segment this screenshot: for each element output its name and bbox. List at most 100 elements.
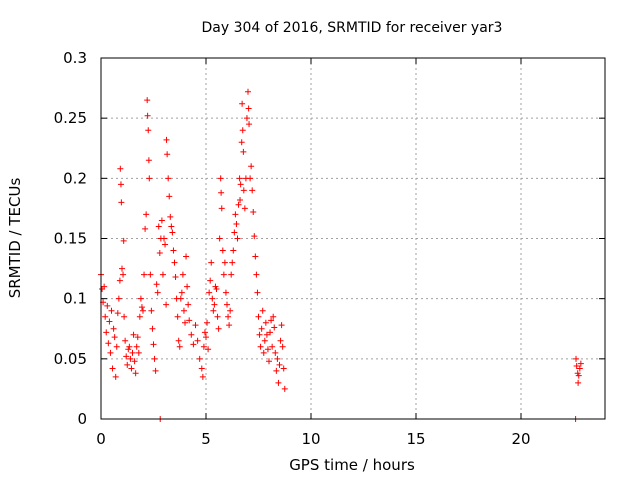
data-point (120, 271, 127, 278)
data-point (148, 307, 155, 314)
data-point (128, 365, 135, 372)
data-point (167, 213, 174, 220)
x-tick-label: 15 (406, 430, 425, 448)
data-point (576, 365, 583, 372)
data-point (143, 211, 150, 218)
data-point (114, 310, 121, 317)
data-point (239, 127, 246, 134)
data-point (256, 331, 263, 338)
data-point (164, 151, 171, 158)
data-points (98, 88, 584, 422)
data-point (213, 286, 220, 293)
data-point (150, 341, 157, 348)
data-point (257, 343, 264, 350)
data-point (218, 205, 225, 212)
data-point (137, 295, 144, 302)
data-point (108, 307, 115, 314)
y-tick-label: 0.2 (63, 169, 87, 187)
y-tick-label: 0.25 (54, 109, 87, 127)
data-point (246, 121, 253, 128)
data-point (238, 139, 245, 146)
data-point (144, 97, 151, 104)
data-point (273, 367, 280, 374)
data-point (263, 331, 270, 338)
data-point (168, 223, 175, 230)
data-point (123, 353, 130, 360)
data-point (236, 175, 243, 182)
data-point (183, 253, 190, 260)
data-point (228, 271, 235, 278)
data-point (113, 343, 120, 350)
data-point (210, 307, 217, 314)
data-point (258, 325, 265, 332)
data-point (194, 337, 201, 344)
data-point (152, 367, 159, 374)
data-point (261, 337, 268, 344)
data-point (133, 343, 140, 350)
data-point (121, 313, 128, 320)
x-tick-labels: 0 5 10 15 20 (96, 430, 530, 448)
data-point (135, 349, 142, 356)
data-point (147, 271, 154, 278)
y-tick-labels: 0 0.05 0.1 0.15 0.2 0.25 0.3 (54, 49, 87, 428)
data-point (146, 175, 153, 182)
data-point (198, 365, 205, 372)
data-point (177, 295, 184, 302)
data-point (115, 295, 122, 302)
data-point (204, 319, 211, 326)
data-point (112, 373, 119, 380)
data-point (199, 373, 206, 380)
data-point (169, 229, 176, 236)
data-point (269, 343, 276, 350)
data-point (280, 365, 287, 372)
data-point (245, 105, 252, 112)
data-point (119, 265, 125, 272)
data-point (140, 307, 146, 314)
data-point (208, 259, 215, 266)
data-point (255, 313, 262, 320)
data-point (227, 307, 234, 314)
data-point (138, 304, 145, 311)
data-point (142, 225, 149, 232)
data-point (573, 355, 580, 362)
x-tick-label: 0 (96, 430, 106, 448)
data-point (145, 157, 152, 164)
data-point (264, 346, 271, 353)
data-point (201, 329, 208, 336)
data-point (234, 235, 241, 242)
data-point (104, 302, 111, 309)
data-point (105, 340, 112, 347)
data-point (174, 313, 181, 320)
data-point (175, 337, 182, 344)
data-point (156, 249, 163, 256)
data-point (155, 223, 162, 230)
data-point (270, 313, 277, 320)
data-point (275, 379, 282, 386)
data-point (262, 319, 269, 326)
data-point (176, 343, 183, 350)
data-point (243, 115, 250, 122)
data-point (259, 307, 266, 314)
data-point (166, 193, 173, 200)
data-point (118, 199, 125, 206)
data-point (268, 317, 275, 324)
data-point (120, 237, 127, 244)
data-point (207, 277, 214, 284)
data-point (162, 241, 169, 248)
data-point (192, 322, 199, 329)
data-point (235, 201, 242, 208)
data-point (171, 259, 178, 266)
data-point (117, 165, 124, 172)
data-point (127, 355, 134, 362)
y-tick-label: 0.3 (63, 49, 87, 67)
data-point (186, 317, 193, 324)
data-point (224, 301, 230, 308)
data-point (577, 360, 584, 367)
data-point (151, 355, 158, 362)
data-point (170, 247, 177, 254)
data-point (196, 355, 203, 362)
data-point (106, 318, 113, 325)
data-point (190, 341, 197, 348)
data-point (182, 319, 188, 326)
